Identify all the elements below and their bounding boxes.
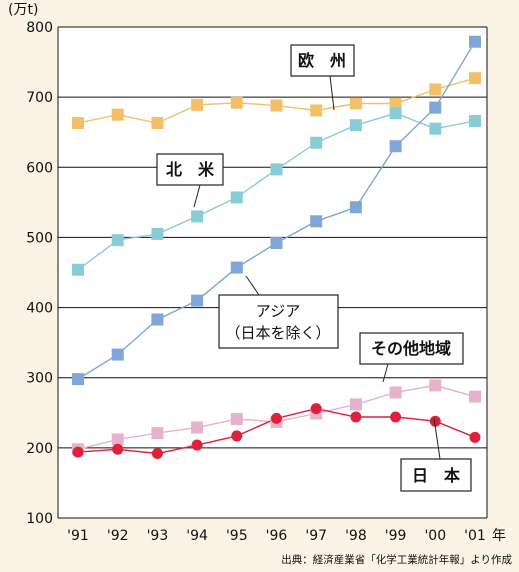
data-point: [230, 96, 243, 109]
data-point: [151, 447, 163, 459]
series-label-japan: 日 本: [412, 466, 460, 485]
data-point: [310, 215, 323, 228]
data-point: [72, 263, 84, 276]
x-tick-label: '96: [266, 528, 288, 544]
label-north-america: 北 米: [156, 153, 224, 208]
data-point: [112, 443, 124, 455]
y-tick-label: 200: [26, 441, 53, 457]
label-europe: 欧 州: [290, 44, 355, 111]
data-point: [270, 163, 283, 176]
data-point: [191, 210, 204, 223]
x-tick-label: '91: [67, 528, 89, 544]
data-point: [349, 398, 362, 411]
y-tick-label: 600: [26, 160, 53, 176]
data-point: [270, 237, 283, 250]
data-point: [271, 412, 282, 424]
x-tick-label: '94: [186, 528, 208, 544]
data-point: [429, 101, 442, 114]
data-point: [389, 107, 402, 120]
y-tick-label: 400: [26, 301, 53, 317]
data-point: [350, 411, 362, 423]
series-markers: [72, 35, 481, 459]
x-tick-label: '93: [147, 528, 169, 544]
data-point: [151, 117, 164, 130]
data-point: [429, 415, 441, 427]
data-point: [72, 373, 84, 386]
data-point: [191, 294, 204, 307]
x-axis-ticks: '91 '92 '93 '94 '95 '96 '97 '98 '99 '00 '01: [67, 528, 486, 544]
y-axis-unit-label: (万t): [8, 2, 38, 18]
data-point: [349, 119, 362, 132]
data-point: [469, 72, 481, 85]
x-tick-label: '98: [345, 528, 367, 544]
x-tick-label: '01: [464, 528, 486, 544]
data-point: [310, 403, 322, 415]
data-point: [151, 427, 164, 440]
label-asia: アジア （日本を除く）: [218, 275, 339, 349]
data-point: [230, 191, 243, 204]
data-point: [310, 136, 323, 149]
x-tick-label: '99: [385, 528, 407, 544]
data-point: [469, 390, 481, 403]
y-tick-label: 500: [26, 230, 53, 246]
x-tick-label: '00: [424, 528, 446, 544]
y-tick-label: 800: [26, 20, 53, 36]
y-axis-ticks: 100 200 300 400 500 600 700 800: [26, 20, 53, 527]
data-point: [111, 108, 124, 121]
data-point: [469, 431, 481, 443]
data-point: [191, 98, 204, 111]
data-point: [230, 261, 243, 274]
series-label-asia-note: （日本を除く）: [225, 324, 330, 342]
series-label-asia: アジア: [256, 302, 300, 320]
data-point: [72, 117, 84, 130]
source-note: 出典：経済産業省「化学工業統計年報」より作成: [281, 553, 512, 566]
x-tick-label: '92: [107, 528, 129, 544]
data-point: [72, 446, 84, 458]
data-point: [151, 313, 164, 326]
y-tick-label: 700: [26, 90, 53, 106]
y-tick-label: 100: [26, 511, 53, 527]
data-point: [230, 413, 243, 426]
data-point: [151, 227, 164, 240]
x-axis-year-suffix: 年: [492, 528, 506, 544]
data-point: [429, 83, 442, 96]
data-point: [349, 201, 362, 214]
data-point: [469, 35, 481, 48]
series-label-europe: 欧 州: [298, 51, 346, 70]
data-point: [231, 430, 243, 442]
data-point: [389, 140, 402, 153]
data-point: [270, 99, 283, 112]
series-label-other-regions: その他地域: [371, 339, 451, 358]
data-point: [429, 122, 442, 135]
data-point: [389, 97, 402, 110]
label-japan: 日 本: [400, 417, 472, 492]
data-point: [111, 433, 124, 446]
data-point: [349, 97, 362, 110]
data-point: [310, 104, 323, 117]
label-other-regions: その他地域: [359, 332, 464, 383]
data-point: [390, 411, 402, 423]
data-point: [191, 421, 204, 434]
data-point: [111, 234, 124, 247]
data-point: [429, 379, 442, 392]
x-tick-label: '95: [226, 528, 248, 544]
data-point: [469, 114, 481, 127]
data-point: [389, 386, 402, 399]
x-tick-label: '97: [305, 528, 327, 544]
data-point: [111, 348, 124, 361]
series-label-north-america: 北 米: [166, 160, 215, 179]
data-point: [191, 439, 203, 451]
y-tick-label: 300: [26, 371, 53, 387]
